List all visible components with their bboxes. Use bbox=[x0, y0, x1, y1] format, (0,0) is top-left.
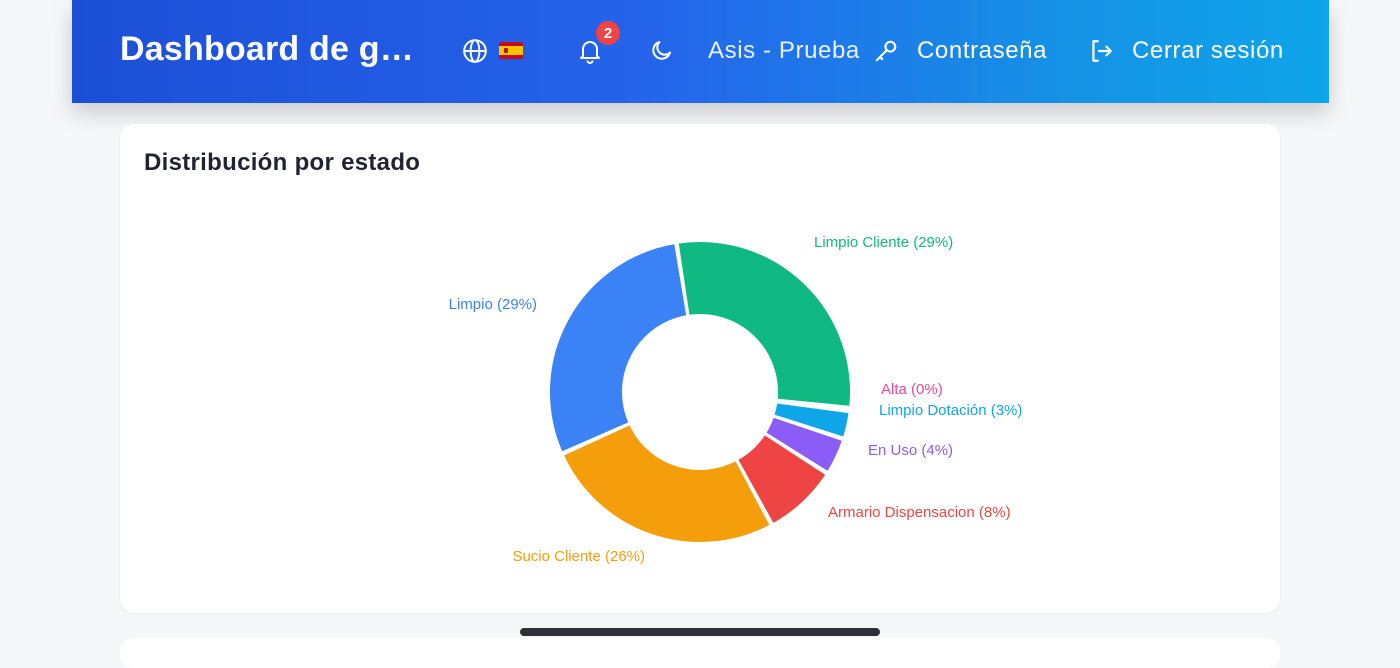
logout-icon bbox=[1092, 40, 1112, 62]
status-donut-chart: Limpio Cliente (29%) Alta (0%) Limpio Dota… bbox=[449, 234, 1023, 565]
logout-label: Cerrar sesión bbox=[1132, 37, 1284, 64]
next-card bbox=[120, 638, 1280, 668]
status-distribution-card: Distribución por estado Limpio Cliente (… bbox=[120, 124, 1280, 613]
slice-label: Sucio Cliente (26%) bbox=[512, 548, 645, 565]
slice-label: Limpio Dotación (3%) bbox=[879, 402, 1022, 419]
theme-toggle-button[interactable] bbox=[650, 38, 674, 62]
app-title[interactable]: Dashboard de gestión bbox=[120, 30, 430, 68]
slice-label: Armario Dispensacion (8%) bbox=[828, 504, 1011, 521]
moon-icon bbox=[652, 41, 671, 60]
donut-slice[interactable] bbox=[763, 415, 845, 474]
top-navbar: Dashboard de gestión 2 Asis - Prueba Con… bbox=[72, 0, 1329, 103]
slice-label: Limpio (29%) bbox=[449, 296, 537, 313]
donut-slice[interactable] bbox=[772, 401, 851, 439]
key-icon bbox=[875, 40, 897, 62]
donut-slice[interactable] bbox=[775, 399, 852, 411]
change-password-label: Contraseña bbox=[917, 37, 1048, 64]
notification-badge: 2 bbox=[596, 21, 620, 45]
slice-label: En Uso (4%) bbox=[868, 442, 953, 459]
slice-label: Alta (0%) bbox=[881, 381, 943, 398]
donut-slice[interactable] bbox=[676, 240, 852, 408]
horizontal-scrollbar[interactable] bbox=[520, 628, 880, 636]
language-button[interactable] bbox=[462, 38, 488, 64]
logout-link[interactable]: Cerrar sesión bbox=[1088, 37, 1284, 65]
donut-slice[interactable] bbox=[561, 422, 773, 544]
globe-icon bbox=[463, 39, 487, 63]
donut-slice[interactable] bbox=[548, 241, 689, 454]
spain-flag-icon[interactable] bbox=[499, 42, 523, 59]
bell-icon bbox=[580, 41, 600, 64]
change-password-link[interactable]: Contraseña bbox=[873, 37, 1047, 65]
slice-label: Limpio Cliente (29%) bbox=[814, 234, 953, 251]
donut-slice[interactable] bbox=[735, 432, 828, 526]
user-name[interactable]: Asis - Prueba bbox=[708, 37, 860, 64]
notifications-button[interactable] bbox=[578, 38, 602, 64]
card-title: Distribución por estado bbox=[144, 149, 421, 176]
